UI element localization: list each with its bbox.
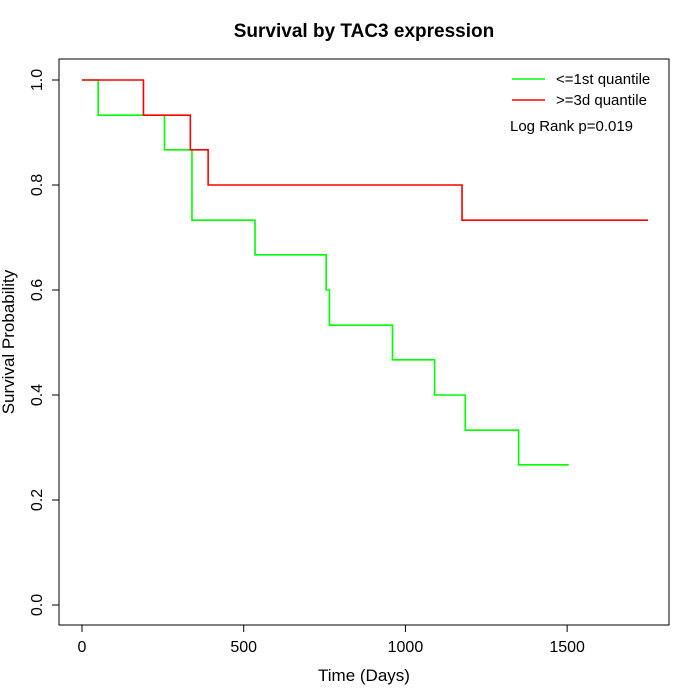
y-tick-label: 0.4 (29, 384, 46, 406)
log-rank-annotation: Log Rank p=0.019 (510, 118, 633, 135)
x-tick-label: 0 (78, 639, 87, 656)
x-tick-label: 500 (230, 639, 257, 656)
x-axis-label: Time (Days) (318, 666, 410, 685)
y-tick-label: 0.6 (29, 279, 46, 301)
x-tick-label: 1000 (388, 639, 424, 656)
series-line-1 (82, 79, 648, 221)
x-axis: 0 500 1000 1500 (78, 624, 585, 656)
y-axis: 0.0 0.2 0.4 0.6 0.8 1.0 (29, 69, 60, 616)
plot-frame (58, 58, 670, 626)
y-tick-label: 1.0 (29, 69, 46, 91)
series-layer (82, 79, 648, 466)
legend: <=1st quantile >=3d quantile (512, 71, 650, 109)
y-tick-label: 0.0 (29, 594, 46, 616)
x-tick-label: 1500 (549, 639, 585, 656)
y-tick-label: 0.2 (29, 489, 46, 511)
chart-title: Survival by TAC3 expression (234, 21, 494, 42)
y-axis-label: Survival Probability (0, 269, 18, 414)
y-tick-label: 0.8 (29, 174, 46, 196)
legend-label-low: <=1st quantile (556, 71, 650, 88)
series-line-0 (82, 79, 569, 466)
legend-label-high: >=3d quantile (556, 92, 647, 109)
